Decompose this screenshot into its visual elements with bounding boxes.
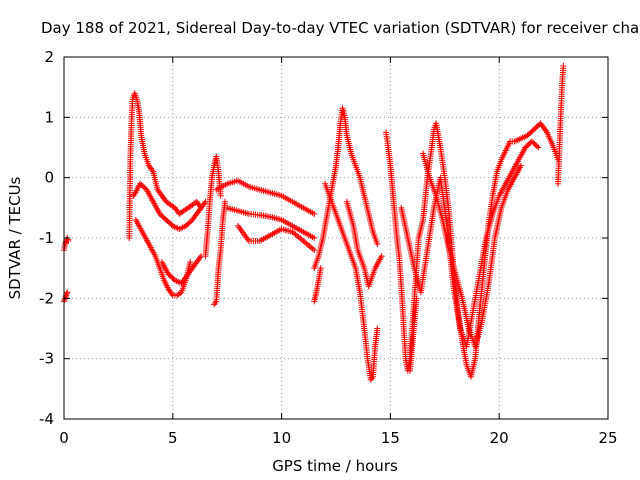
- data-point: [535, 144, 542, 151]
- data-point: [311, 210, 318, 217]
- data-point: [534, 143, 541, 150]
- y-tick-label: -4: [39, 410, 54, 428]
- x-tick-label: 10: [272, 429, 291, 447]
- y-tick-label: 0: [44, 169, 54, 187]
- data-point: [311, 235, 318, 241]
- data-point: [65, 238, 72, 245]
- x-tick-label: 0: [59, 429, 69, 447]
- y-tick-label: -1: [39, 229, 54, 247]
- axis-ticks: 0 5 10 15 20 25 -4 -3 -2 -1 0 1 2: [39, 48, 618, 447]
- x-tick-label: 20: [490, 429, 509, 447]
- data-point: [187, 259, 194, 266]
- data-point: [217, 192, 224, 199]
- x-tick-label: 25: [598, 429, 617, 447]
- data-points: [61, 63, 567, 383]
- data-point: [317, 265, 324, 272]
- data-point: [64, 289, 71, 296]
- y-tick-label: 1: [44, 108, 54, 126]
- data-point: [222, 198, 229, 205]
- data-point: [311, 247, 318, 254]
- data-point: [374, 241, 381, 248]
- data-point: [177, 290, 184, 297]
- data-point: [170, 203, 177, 210]
- y-tick-label: -2: [39, 289, 54, 307]
- data-point: [517, 162, 524, 169]
- data-point: [378, 253, 385, 260]
- data-point: [413, 295, 420, 302]
- x-tick-label: 5: [168, 429, 178, 447]
- data-point: [560, 63, 567, 70]
- data-point: [374, 325, 381, 332]
- x-axis-label: GPS time / hours: [272, 457, 398, 475]
- x-tick-label: 15: [381, 429, 400, 447]
- data-point: [192, 199, 199, 206]
- data-point: [212, 299, 219, 306]
- y-axis-label: SDTVAR / TECUs: [6, 176, 24, 299]
- chart-title: Day 188 of 2021, Sidereal Day-to-day VTE…: [41, 19, 640, 37]
- y-tick-label: 2: [44, 48, 54, 66]
- y-tick-label: -3: [39, 350, 54, 368]
